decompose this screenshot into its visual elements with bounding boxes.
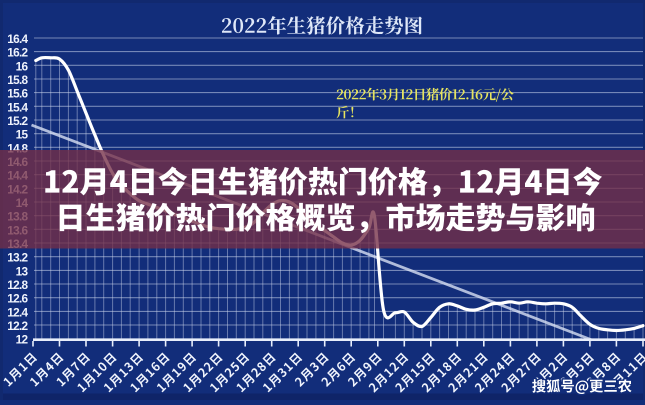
svg-text:16: 16 [16,59,29,73]
svg-text:15.2: 15.2 [7,114,28,128]
svg-text:12.6: 12.6 [7,292,28,306]
svg-text:16.4: 16.4 [7,32,28,46]
svg-text:12.4: 12.4 [7,305,28,319]
svg-text:15.4: 15.4 [7,100,28,114]
svg-text:12: 12 [16,333,29,347]
svg-text:15.6: 15.6 [7,87,28,101]
svg-text:16.2: 16.2 [7,46,28,60]
svg-text:15: 15 [16,128,29,142]
svg-text:13: 13 [16,264,29,278]
svg-text:12.8: 12.8 [7,278,28,292]
svg-text:12.2: 12.2 [7,319,28,333]
svg-text:13.2: 13.2 [7,251,28,265]
svg-text:15.8: 15.8 [7,73,28,87]
